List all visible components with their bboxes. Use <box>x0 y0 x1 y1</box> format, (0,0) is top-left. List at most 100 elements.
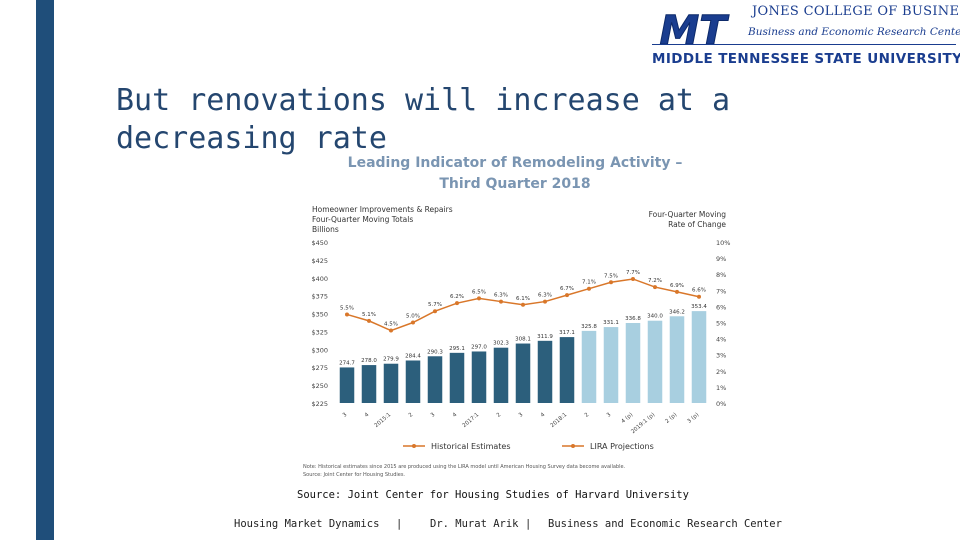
bar-historical <box>405 360 421 403</box>
x-tick-label: 4 <box>452 412 459 419</box>
bar-value-label: 295.1 <box>449 346 465 352</box>
y-tick-label: $400 <box>311 275 328 283</box>
bar-value-label: 325.8 <box>581 324 597 330</box>
bar-historical <box>537 340 553 403</box>
footer-center: Business and Economic Research Center <box>548 518 782 530</box>
x-tick-label: 3 <box>342 412 349 419</box>
left-axis-title: Homeowner Improvements & Repairs <box>312 205 453 214</box>
bar-value-label: 340.0 <box>647 314 663 320</box>
chart-title: Leading Indicator of Remodeling Activity… <box>348 155 683 171</box>
logo-divider <box>652 44 956 45</box>
source-citation: Source: Joint Center for Housing Studies… <box>297 489 689 501</box>
footer-topic: Housing Market Dynamics <box>234 518 380 530</box>
chart-note: Note: Historical estimates since 2015 ar… <box>303 464 626 470</box>
rate-label: 4.5% <box>384 322 398 328</box>
slide-title: But renovations will increase at a decre… <box>116 83 731 156</box>
y2-tick-label: 1% <box>716 384 726 392</box>
bar-value-label: 311.9 <box>537 334 553 340</box>
x-tick-label: 4 <box>364 412 371 419</box>
footer-separator: | <box>396 518 403 530</box>
y2-tick-label: 10% <box>716 239 730 247</box>
legend-marker-projection <box>571 444 575 448</box>
rate-point <box>587 286 591 291</box>
legend-marker-historical <box>412 444 416 448</box>
rate-point <box>433 309 437 314</box>
x-tick-label: 3 (p) <box>686 412 700 425</box>
logo-center-name: Business and Economic Research Center <box>748 26 960 38</box>
bar-historical <box>361 365 377 403</box>
university-logo: MT JONES COLLEGE OF BUSINESS Business an… <box>652 0 960 72</box>
left-axis-title: Billions <box>312 225 339 234</box>
remodeling-chart: Leading Indicator of Remodeling Activity… <box>300 150 740 482</box>
y2-tick-label: 2% <box>716 368 726 376</box>
y2-tick-label: 3% <box>716 352 726 360</box>
y2-tick-label: 9% <box>716 255 726 263</box>
rate-point <box>609 280 613 285</box>
rate-point <box>411 320 415 325</box>
rate-point <box>543 299 547 304</box>
x-tick-label: 2017:1 <box>462 412 481 429</box>
x-tick-label: 2 <box>496 412 503 419</box>
rate-point <box>675 289 679 294</box>
x-tick-label: 2018:1 <box>550 412 569 429</box>
y2-tick-label: 7% <box>716 287 726 295</box>
x-tick-label: 2 (p) <box>664 412 678 425</box>
bar-historical <box>471 351 487 403</box>
bar-value-label: 346.2 <box>669 309 685 315</box>
x-tick-label: 4 <box>540 412 547 419</box>
bar-projection <box>581 330 597 403</box>
bar-historical <box>383 363 399 403</box>
rate-label: 6.7% <box>560 286 574 292</box>
y2-tick-label: 6% <box>716 303 726 311</box>
rate-point <box>631 277 635 282</box>
footer-separator: | <box>525 518 532 530</box>
rate-label: 5.0% <box>406 314 420 320</box>
y-tick-label: $300 <box>311 346 328 354</box>
x-tick-label: 3 <box>430 412 437 419</box>
y2-tick-label: 5% <box>716 320 726 328</box>
rate-point <box>499 299 503 304</box>
chart-subtitle: Third Quarter 2018 <box>439 176 590 192</box>
bar-historical <box>449 352 465 403</box>
bar-value-label: 336.8 <box>625 316 641 322</box>
rate-label: 6.1% <box>516 296 530 302</box>
y2-tick-label: 0% <box>716 400 726 408</box>
bar-projection <box>625 323 641 403</box>
rate-point <box>521 302 525 307</box>
rate-point <box>477 296 481 301</box>
bar-value-label: 274.7 <box>339 360 355 366</box>
rate-point <box>367 318 371 323</box>
rate-label: 5.7% <box>428 302 442 308</box>
right-axis-title: Four-Quarter Moving <box>649 210 727 219</box>
bar-value-label: 278.0 <box>361 358 377 364</box>
legend-historical: Historical Estimates <box>431 442 511 451</box>
y-tick-label: $275 <box>311 364 328 372</box>
rate-label: 5.1% <box>362 312 376 318</box>
bar-value-label: 308.1 <box>515 337 531 343</box>
chart-svg: Leading Indicator of Remodeling Activity… <box>303 155 730 478</box>
bar-value-label: 331.1 <box>603 320 619 326</box>
bar-value-label: 302.3 <box>493 341 509 347</box>
rate-label: 7.7% <box>626 270 640 276</box>
y-tick-label: $450 <box>311 239 328 247</box>
x-tick-label: 2 <box>584 412 591 419</box>
x-tick-label: 3 <box>606 412 613 419</box>
x-tick-label: 2015:1 <box>374 412 393 429</box>
legend-projection: LIRA Projections <box>590 442 654 451</box>
y2-tick-label: 4% <box>716 336 726 344</box>
y2-tick-label: 8% <box>716 271 726 279</box>
bar-projection <box>647 320 663 403</box>
rate-point <box>389 328 393 333</box>
logo-college-name: JONES COLLEGE OF BUSINESS <box>752 4 960 19</box>
bar-value-label: 279.9 <box>383 357 399 363</box>
bar-projection <box>691 311 707 403</box>
bar-historical <box>559 337 575 403</box>
footer-author: Dr. Murat Arik <box>430 518 519 530</box>
bar-historical <box>427 356 443 403</box>
rate-label: 6.3% <box>494 293 508 299</box>
rate-label: 6.2% <box>450 294 464 300</box>
y-tick-label: $250 <box>311 382 328 390</box>
rate-point <box>455 301 459 306</box>
logo-university-name: MIDDLE TENNESSEE STATE UNIVERSITY <box>652 51 960 67</box>
rate-label: 6.9% <box>670 283 684 289</box>
